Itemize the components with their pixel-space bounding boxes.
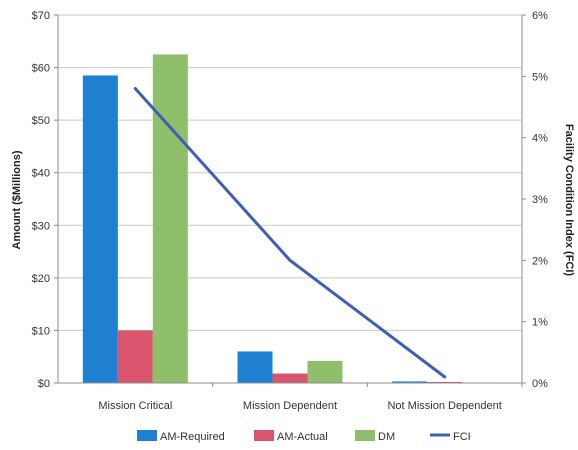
bar-am-actual	[272, 373, 308, 383]
bar-am-required	[237, 351, 273, 383]
y2-tick-label: 6%	[532, 10, 548, 22]
gridlines	[57, 14, 523, 384]
bar-dm	[307, 360, 343, 383]
tick-labels: $0 $10 $20 $30 $40 $50 $60 $70 0% 1% 2% 3% 4% 5% 6% Mis…	[32, 10, 548, 412]
y-tick-label: $40	[32, 168, 50, 180]
y2-tick-label: 2%	[532, 255, 548, 267]
y-tick-label: $60	[32, 63, 50, 75]
y-tick-label: $30	[32, 220, 50, 232]
y-tick-label: $70	[32, 10, 50, 22]
legend-swatch	[355, 430, 375, 441]
fci-point	[133, 87, 137, 91]
axis-titles: Amount ($Millions) Facility Condition In…	[11, 124, 575, 277]
x-tick-label: Mission Dependent	[243, 400, 337, 412]
legend-label: DM	[378, 431, 395, 443]
y2-axis-label: Facility Condition Index (FCI)	[563, 124, 575, 277]
y2-tick-label: 5%	[532, 71, 548, 83]
legend-label: AM-Required	[160, 431, 225, 443]
legend-label: AM-Actual	[277, 431, 328, 443]
fci-point	[443, 375, 447, 379]
bar-am-actual	[117, 330, 153, 383]
y-tick-label: $0	[38, 378, 50, 390]
fci-line-layer	[133, 87, 447, 379]
y-tick-label: $10	[32, 325, 50, 337]
y2-tick-label: 3%	[532, 194, 548, 206]
y2-tick-label: 4%	[532, 133, 548, 145]
bar-am-required	[392, 381, 428, 383]
bar-am-required	[82, 75, 118, 383]
x-tick-label: Not Mission Dependent	[387, 400, 501, 412]
x-tick-label: Mission Critical	[98, 400, 172, 412]
axes	[54, 14, 526, 387]
y-tick-label: $20	[32, 273, 50, 285]
y-axis-label: Amount ($Millions)	[11, 150, 23, 249]
y-tick-label: $50	[32, 115, 50, 127]
legend-swatch	[137, 430, 157, 441]
y2-tick-label: 1%	[532, 317, 548, 329]
bar-am-actual	[427, 381, 463, 383]
bar-dm	[152, 54, 188, 384]
bars	[82, 54, 498, 384]
plot-area	[57, 14, 523, 384]
fci-point	[288, 258, 292, 262]
legend-label: FCI	[453, 431, 471, 443]
y2-tick-label: 0%	[532, 378, 548, 390]
legend: AM-Required AM-Actual DM FCI	[137, 430, 471, 443]
legend-swatch	[254, 430, 274, 441]
